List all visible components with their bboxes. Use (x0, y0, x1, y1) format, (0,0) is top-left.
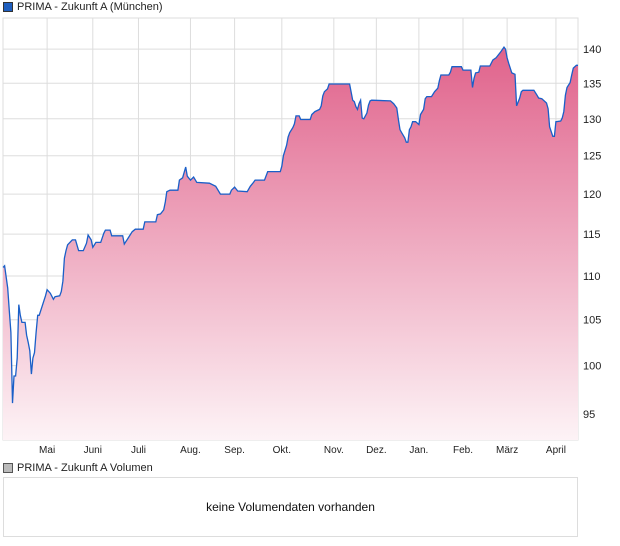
x-tick-label: Jan. (409, 445, 428, 456)
no-volume-message: keine Volumendaten vorhanden (206, 500, 375, 514)
y-tick-label: 135 (583, 78, 601, 90)
y-tick-label: 110 (583, 271, 601, 283)
y-tick-label: 95 (583, 409, 595, 421)
x-tick-label: Feb. (453, 445, 473, 456)
price-legend-label: PRIMA - Zukunft A (München) (17, 1, 163, 13)
volume-legend: PRIMA - Zukunft A Volumen (3, 462, 153, 474)
x-tick-label: Mai (39, 445, 55, 456)
x-tick-label: Dez. (366, 445, 387, 456)
x-tick-label: Aug. (180, 445, 201, 456)
x-axis: Mai Juni Juli Aug. Sep. Okt. Nov. Dez. Jan. Feb. M… (39, 445, 566, 456)
price-legend-swatch (3, 2, 13, 12)
volume-legend-swatch (3, 463, 13, 473)
y-tick-label: 115 (583, 229, 601, 241)
x-tick-label: Nov. (324, 445, 344, 456)
volume-chart: keine Volumendaten vorhanden (3, 477, 578, 537)
y-tick-label: 125 (583, 151, 601, 163)
price-area (3, 47, 578, 440)
x-tick-label: März (496, 445, 518, 456)
x-tick-label: Sep. (224, 445, 245, 456)
x-tick-label: April (546, 445, 566, 456)
volume-legend-label: PRIMA - Zukunft A Volumen (17, 462, 153, 474)
y-tick-label: 120 (583, 189, 601, 201)
x-tick-label: Okt. (273, 445, 291, 456)
y-tick-label: 100 (583, 361, 601, 373)
x-tick-label: Juni (84, 445, 102, 456)
y-tick-label: 140 (583, 44, 601, 56)
price-legend: PRIMA - Zukunft A (München) (3, 1, 163, 13)
y-tick-label: 105 (583, 315, 601, 327)
y-axis: 95 100 105 110 115 120 125 130 135 140 (583, 44, 601, 421)
x-tick-label: Juli (131, 445, 146, 456)
price-chart: 95 100 105 110 115 120 125 130 135 140 Mai Juni Jul… (2, 17, 601, 456)
price-line (2, 45, 578, 404)
y-tick-label: 130 (583, 114, 601, 126)
